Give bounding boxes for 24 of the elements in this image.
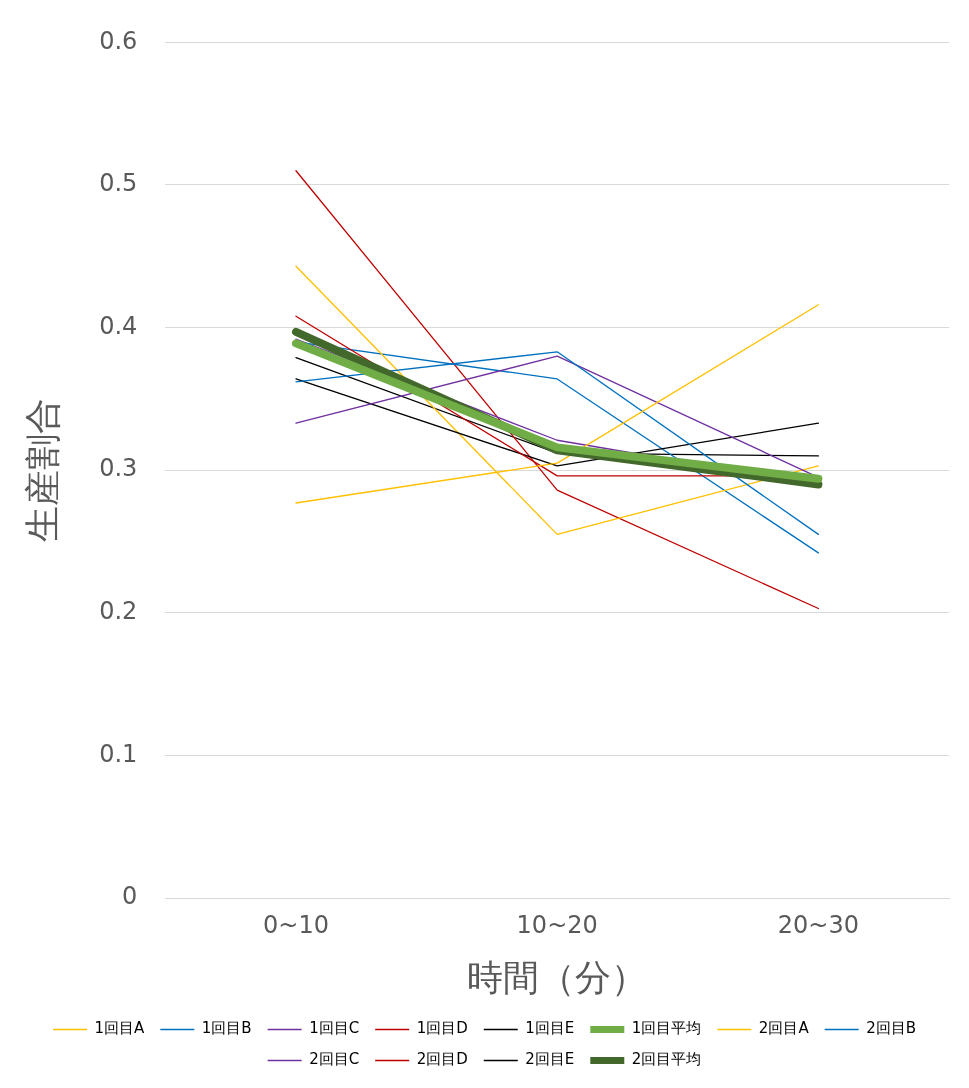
legend-label: 2回目B	[866, 1019, 916, 1038]
legend-label: 1回目D	[416, 1019, 468, 1038]
legend-label: 1回目C	[309, 1019, 360, 1038]
legend-label: 2回目A	[758, 1019, 810, 1038]
y-tick-label: 0.1	[99, 739, 138, 768]
legend-label: 1回目平均	[631, 1019, 702, 1038]
y-tick-label: 0.5	[99, 169, 138, 198]
y-tick-label: 0	[122, 882, 138, 911]
y-tick-label: 0.3	[99, 454, 138, 483]
legend-label: 2回目E	[525, 1050, 575, 1069]
legend-label: 1回目E	[525, 1019, 575, 1038]
x-axis-title: 時間（分）	[467, 956, 648, 998]
x-tick-label: 10~20	[516, 910, 598, 939]
y-tick-label: 0.4	[99, 311, 138, 340]
legend-label: 2回目D	[416, 1050, 468, 1069]
y-tick-label: 0.2	[99, 597, 138, 626]
x-tick-label: 20~30	[777, 910, 859, 939]
y-axis-title: 生産割合	[21, 398, 63, 543]
legend-label: 2回目C	[309, 1050, 360, 1069]
legend-label: 2回目平均	[631, 1050, 702, 1069]
y-tick-label: 0.6	[99, 26, 138, 55]
legend-label: 1回目B	[201, 1019, 252, 1038]
legend-label: 1回目A	[94, 1019, 146, 1038]
x-tick-label: 0~10	[263, 910, 329, 939]
